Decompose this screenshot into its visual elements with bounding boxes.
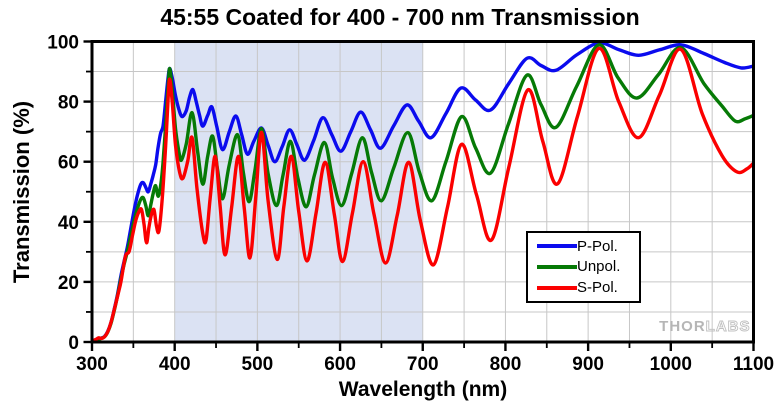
y-tick-label: 80 (58, 93, 79, 114)
chart-title: 45:55 Coated for 400 - 700 nm Transmissi… (160, 4, 640, 30)
plot-frame (90, 40, 755, 344)
y-tick-label: 60 (58, 153, 79, 174)
unpol-curve (92, 43, 754, 342)
x-tick-label: 300 (76, 354, 108, 375)
y-tick-label: 20 (58, 273, 79, 294)
legend-label-unpol: Unpol. (577, 258, 621, 276)
y-tick-label: 40 (58, 213, 79, 234)
x-tick-label: 900 (572, 354, 604, 375)
legend: P-Pol. Unpol. S-Pol. (526, 231, 641, 303)
thorlabs-watermark: THORLABS (659, 318, 750, 335)
x-tick-label: 800 (490, 354, 522, 375)
x-tick-label: 1100 (733, 354, 774, 375)
y-tick-label: 100 (47, 33, 79, 54)
x-axis-label: Wavelength (nm) (338, 378, 508, 401)
legend-label-s-pol: S-Pol. (577, 279, 618, 297)
legend-item-s-pol: S-Pol. (537, 280, 639, 295)
p-pol-line-swatch (537, 244, 577, 249)
x-tick-label: 1000 (650, 354, 692, 375)
legend-item-p-pol: P-Pol. (537, 239, 639, 254)
x-tick-label: 400 (159, 354, 191, 375)
legend-label-p-pol: P-Pol. (577, 237, 618, 255)
x-tick-label: 700 (407, 354, 439, 375)
x-tick-label: 500 (242, 354, 274, 375)
s-pol-curve (92, 46, 754, 342)
legend-item-unpol: Unpol. (537, 259, 639, 274)
x-tick-label: 600 (324, 354, 356, 375)
unpol-line-swatch (537, 264, 577, 269)
p-pol-curve (92, 41, 754, 342)
y-tick-label: 0 (68, 333, 79, 354)
s-pol-line-swatch (537, 285, 577, 290)
